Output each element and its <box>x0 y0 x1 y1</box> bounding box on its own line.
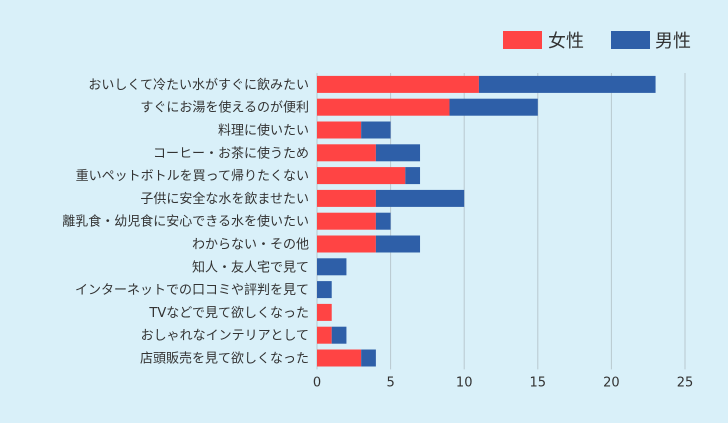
bar-female <box>317 326 332 344</box>
x-tick-label: 25 <box>677 375 694 390</box>
category-label: おいしくて冷たい水がすぐに飲みたい <box>88 77 309 93</box>
bars <box>317 75 656 367</box>
bar-female <box>317 98 450 116</box>
x-tick-label: 15 <box>530 375 547 390</box>
category-label: わからない・その他 <box>192 238 309 253</box>
x-axis-tick-labels: 0 5 10 15 20 25 <box>313 375 693 390</box>
legend-swatch <box>503 31 542 49</box>
bar-male <box>405 167 421 185</box>
bar-male <box>317 258 347 276</box>
x-tick-label: 10 <box>456 375 473 390</box>
category-label: 離乳食・幼児食に安心できる水を使いたい <box>62 214 309 230</box>
x-tick-label: 0 <box>313 375 321 390</box>
category-label: 店頭販売を見て欲しくなった <box>140 351 309 367</box>
legend-swatch <box>611 31 650 49</box>
bar-male <box>375 189 465 207</box>
category-label: おしゃれなインテリアとして <box>141 329 309 344</box>
bar-male <box>361 121 391 139</box>
category-label: インターネットでの口コミや評判を見て <box>75 283 309 298</box>
bar-female <box>317 75 479 93</box>
bar-female <box>317 144 376 162</box>
bar-male <box>375 144 421 162</box>
category-label: コーヒー・お茶に使うため <box>153 145 309 161</box>
bar-female <box>317 189 376 207</box>
bar-female <box>317 235 376 253</box>
category-label: TVなどで見て欲しくなった <box>148 305 309 321</box>
category-label: 料理に使いたい <box>218 123 309 139</box>
bar-male <box>449 98 538 116</box>
bar-male <box>361 349 376 367</box>
legend-label: 男性 <box>655 31 691 52</box>
x-tick-label: 20 <box>603 375 620 390</box>
category-label: 重いペットボトルを買って帰りたくない <box>76 168 309 184</box>
bar-female <box>317 121 362 139</box>
bar-female <box>317 303 332 321</box>
category-label: 知人・友人宅で見て <box>192 259 309 275</box>
bar-female <box>317 349 362 367</box>
category-label: 子供に安全な水を飲ませたい <box>140 191 309 207</box>
legend-label: 女性 <box>548 31 584 52</box>
bar-male <box>375 212 391 230</box>
category-labels: おいしくて冷たい水がすぐに飲みたいすぐにお湯を使えるのが便利料理に使いたいコーヒ… <box>62 77 309 367</box>
x-tick-label: 5 <box>386 375 394 390</box>
bar-female <box>317 167 406 185</box>
category-label: すぐにお湯を使えるのが便利 <box>140 100 309 116</box>
bar-male <box>478 75 656 93</box>
bar-male <box>331 326 347 344</box>
legend: 女性 男性 <box>503 31 691 52</box>
bar-female <box>317 212 376 230</box>
bar-male <box>317 281 332 299</box>
bar-male <box>375 235 421 253</box>
